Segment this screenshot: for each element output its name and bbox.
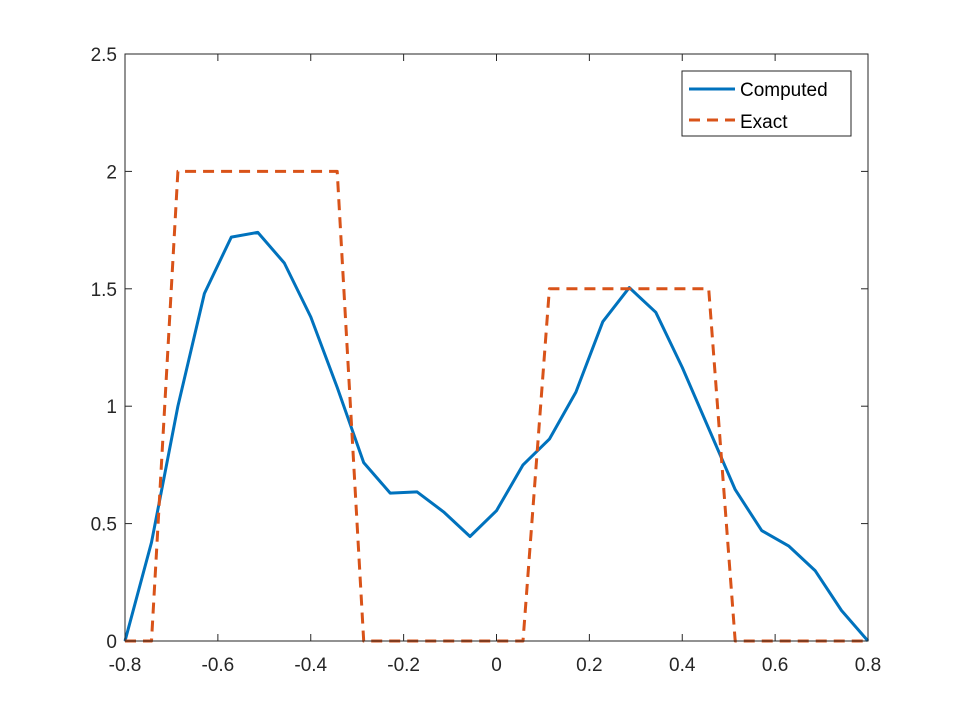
x-tick-label: -0.2 [387,655,420,676]
y-tick-label: 1.5 [91,280,117,301]
ticks-layer: -0.8 -0.6 -0.4 -0.2 0 0.2 0.4 0.6 0.8 0 0.5 1 1.5 2 2.… [91,45,882,676]
legend-label-exact: Exact [740,112,788,133]
y-tick-label: 1 [106,397,117,418]
x-tick-label: -0.4 [294,655,327,676]
x-tick-label: 0.2 [576,655,602,676]
x-tick-label: -0.6 [202,655,235,676]
y-tick-label: 0 [106,632,117,653]
x-tick-label: -0.8 [109,655,142,676]
y-tick-label: 2 [106,162,117,183]
x-tick-label: 0.4 [669,655,696,676]
y-tick-label: 0.5 [91,515,117,536]
series-line-computed [123,230,870,642]
plot-background [125,54,868,641]
legend: Computed Exact [681,70,852,137]
y-tick-label: 2.5 [91,45,117,66]
legend-label-computed: Computed [740,80,828,101]
legend-box [681,70,852,137]
x-tick-label: 0 [491,655,502,676]
x-tick-label: 0.6 [762,655,788,676]
x-tick-label: 0.8 [855,655,881,676]
